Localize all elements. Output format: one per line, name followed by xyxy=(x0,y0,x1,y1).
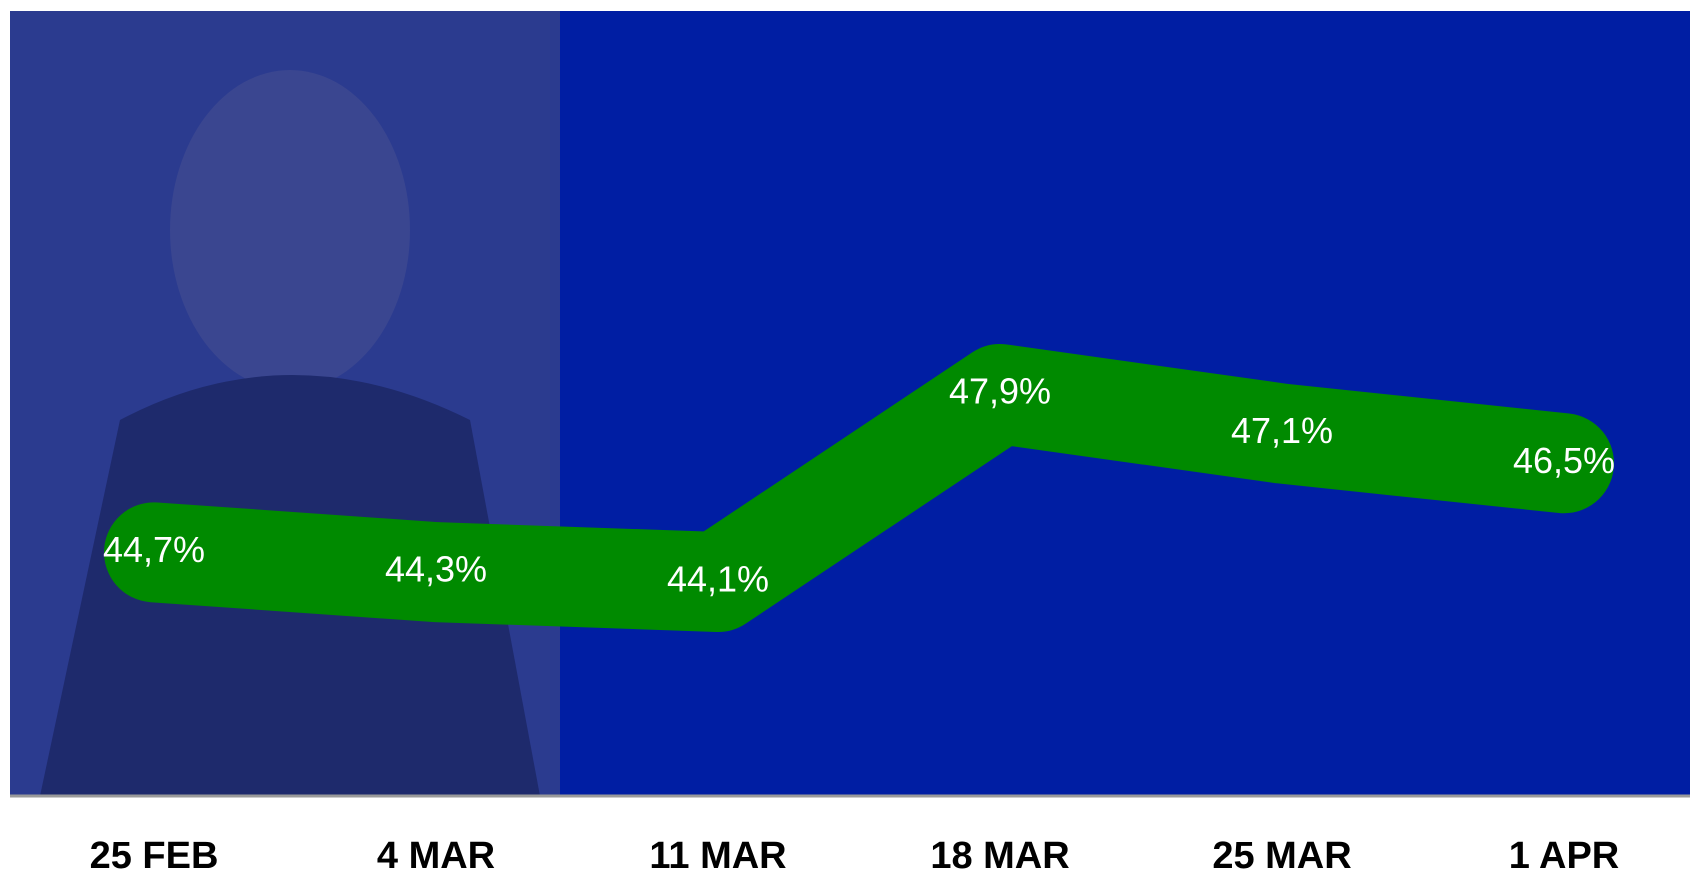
x-tick-label: 11 MAR xyxy=(649,835,786,877)
data-label: 47,9% xyxy=(949,371,1051,412)
data-label: 44,1% xyxy=(667,559,769,600)
x-tick-label: 1 APR xyxy=(1509,835,1620,877)
x-tick-label: 25 MAR xyxy=(1212,835,1351,877)
data-label: 44,3% xyxy=(385,549,487,590)
x-tick-label: 4 MAR xyxy=(377,835,495,877)
x-tick-label: 25 FEB xyxy=(90,835,219,877)
data-label: 44,7% xyxy=(103,529,205,570)
data-label: 46,5% xyxy=(1513,440,1615,481)
page: 44,7% 44,3% 44,1% 47,9% 47,1% 46,5% 25 FEB 4 MA… xyxy=(0,0,1690,877)
chart: 44,7% 44,3% 44,1% 47,9% 47,1% 46,5% 25 FEB 4 MA… xyxy=(0,0,1690,877)
data-label: 47,1% xyxy=(1231,410,1333,451)
photo-face xyxy=(170,70,410,390)
x-tick-label: 18 MAR xyxy=(930,835,1069,877)
